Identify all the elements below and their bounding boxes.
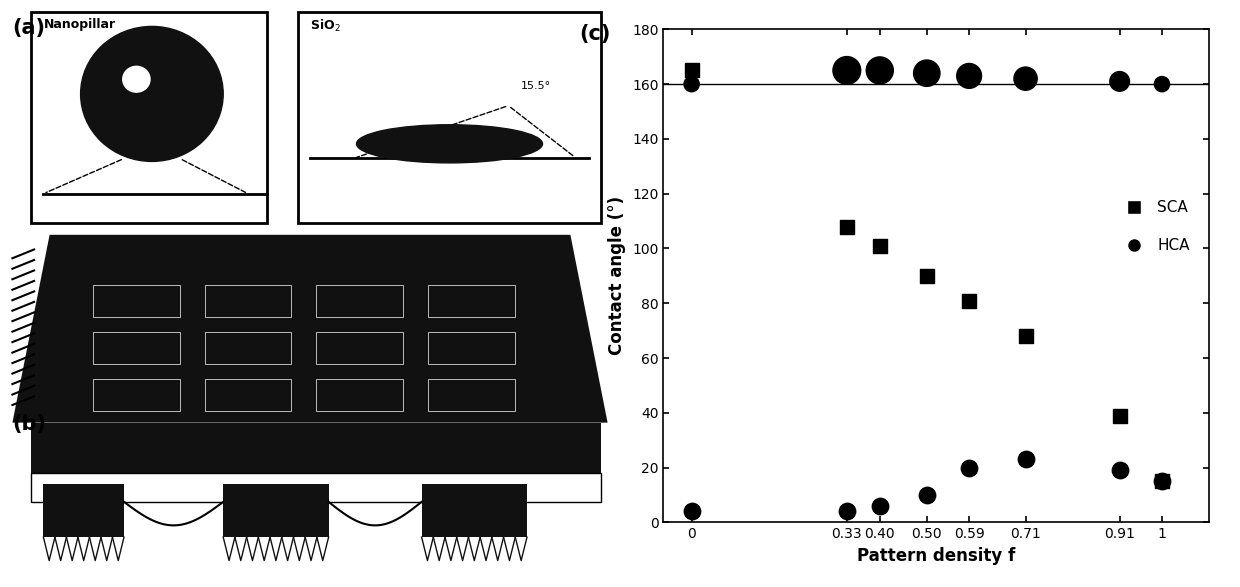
Text: (c): (c)	[579, 25, 610, 45]
Bar	[428, 285, 515, 317]
Text: 15.5°: 15.5°	[521, 81, 551, 91]
Bar	[43, 484, 124, 537]
Bar	[298, 12, 601, 223]
Bar	[205, 379, 291, 411]
HCA	[1016, 455, 1035, 464]
SCA	[916, 271, 936, 281]
Text: SiO$_2$: SiO$_2$	[310, 18, 341, 33]
Bar	[93, 285, 180, 317]
Bar	[316, 285, 403, 317]
Bar	[31, 473, 601, 502]
SCA	[869, 241, 889, 251]
Bar	[316, 332, 403, 364]
Point	[869, 66, 889, 75]
Text: (b): (b)	[12, 414, 46, 434]
SCA	[1152, 477, 1172, 486]
Point	[916, 69, 936, 78]
Bar	[316, 379, 403, 411]
Point	[1152, 79, 1172, 89]
HCA	[916, 490, 936, 500]
HCA	[1110, 465, 1130, 475]
Y-axis label: Contact angle (°): Contact angle (°)	[609, 196, 626, 356]
Bar	[428, 379, 515, 411]
Point	[960, 71, 980, 80]
Bar	[205, 285, 291, 317]
HCA	[837, 507, 857, 516]
Point	[837, 66, 857, 75]
Circle shape	[81, 26, 223, 161]
Point	[682, 79, 702, 89]
Bar	[31, 423, 601, 475]
Polygon shape	[12, 235, 608, 423]
HCA	[682, 507, 702, 516]
Bar	[93, 379, 180, 411]
Bar	[31, 12, 267, 223]
X-axis label: Pattern density f: Pattern density f	[857, 547, 1016, 565]
Bar	[422, 484, 527, 537]
SCA	[1016, 332, 1035, 341]
HCA	[960, 463, 980, 473]
Point	[1110, 77, 1130, 86]
SCA	[682, 66, 702, 75]
SCA	[960, 296, 980, 305]
Bar	[205, 332, 291, 364]
Legend: SCA, HCA: SCA, HCA	[1114, 194, 1195, 259]
HCA	[1152, 477, 1172, 486]
HCA	[869, 501, 889, 511]
SCA	[1110, 411, 1130, 420]
Text: (a): (a)	[12, 18, 46, 38]
Ellipse shape	[357, 124, 543, 163]
Bar	[223, 484, 329, 537]
Point	[1016, 74, 1035, 83]
Text: Nanopillar: Nanopillar	[43, 18, 115, 31]
SCA	[837, 222, 857, 231]
Bar	[93, 332, 180, 364]
Circle shape	[123, 66, 150, 92]
Bar	[428, 332, 515, 364]
